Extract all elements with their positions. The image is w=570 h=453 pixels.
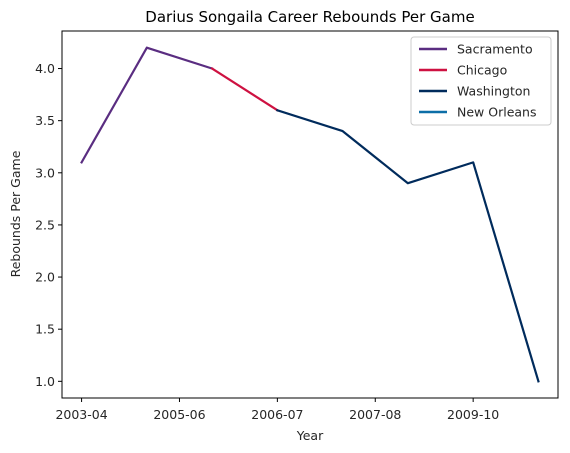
x-axis: 2003-04 2005-06 2006-07 2007-08 2009-10 xyxy=(55,398,499,422)
series-line-chicago xyxy=(210,67,279,112)
y-tick-label: 3.0 xyxy=(35,165,55,180)
legend-label: New Orleans xyxy=(457,105,536,120)
y-tick-label: 3.5 xyxy=(35,113,55,128)
y-tick-label: 1.0 xyxy=(35,374,55,389)
series-line-sacramento xyxy=(80,46,214,164)
x-tick-label: 2009-10 xyxy=(447,407,499,422)
x-tick-label: 2005-06 xyxy=(153,407,205,422)
legend-label: Chicago xyxy=(457,63,507,78)
legend: Sacramento Chicago Washington New Orleans xyxy=(410,36,552,126)
y-tick-label: 2.5 xyxy=(35,217,55,232)
x-tick-label: 2007-08 xyxy=(349,407,401,422)
legend-label: Sacramento xyxy=(457,42,533,57)
series-line-washington xyxy=(275,108,540,383)
legend-label: Washington xyxy=(457,84,530,99)
y-tick-label: 2.0 xyxy=(35,270,55,285)
x-tick-label: 2003-04 xyxy=(55,407,107,422)
chart-title: Darius Songaila Career Rebounds Per Game xyxy=(145,8,474,26)
y-tick-label: 4.0 xyxy=(35,61,55,76)
y-tick-label: 1.5 xyxy=(35,322,55,337)
x-tick-label: 2006-07 xyxy=(251,407,303,422)
legend-box xyxy=(410,36,552,126)
y-axis: 1.0 1.5 2.0 2.5 3.0 3.5 4.0 xyxy=(35,61,62,389)
y-axis-label: Rebounds Per Game xyxy=(8,150,23,277)
x-axis-label: Year xyxy=(296,428,324,443)
series-lines xyxy=(80,46,540,383)
plot-area-frame xyxy=(61,30,559,399)
